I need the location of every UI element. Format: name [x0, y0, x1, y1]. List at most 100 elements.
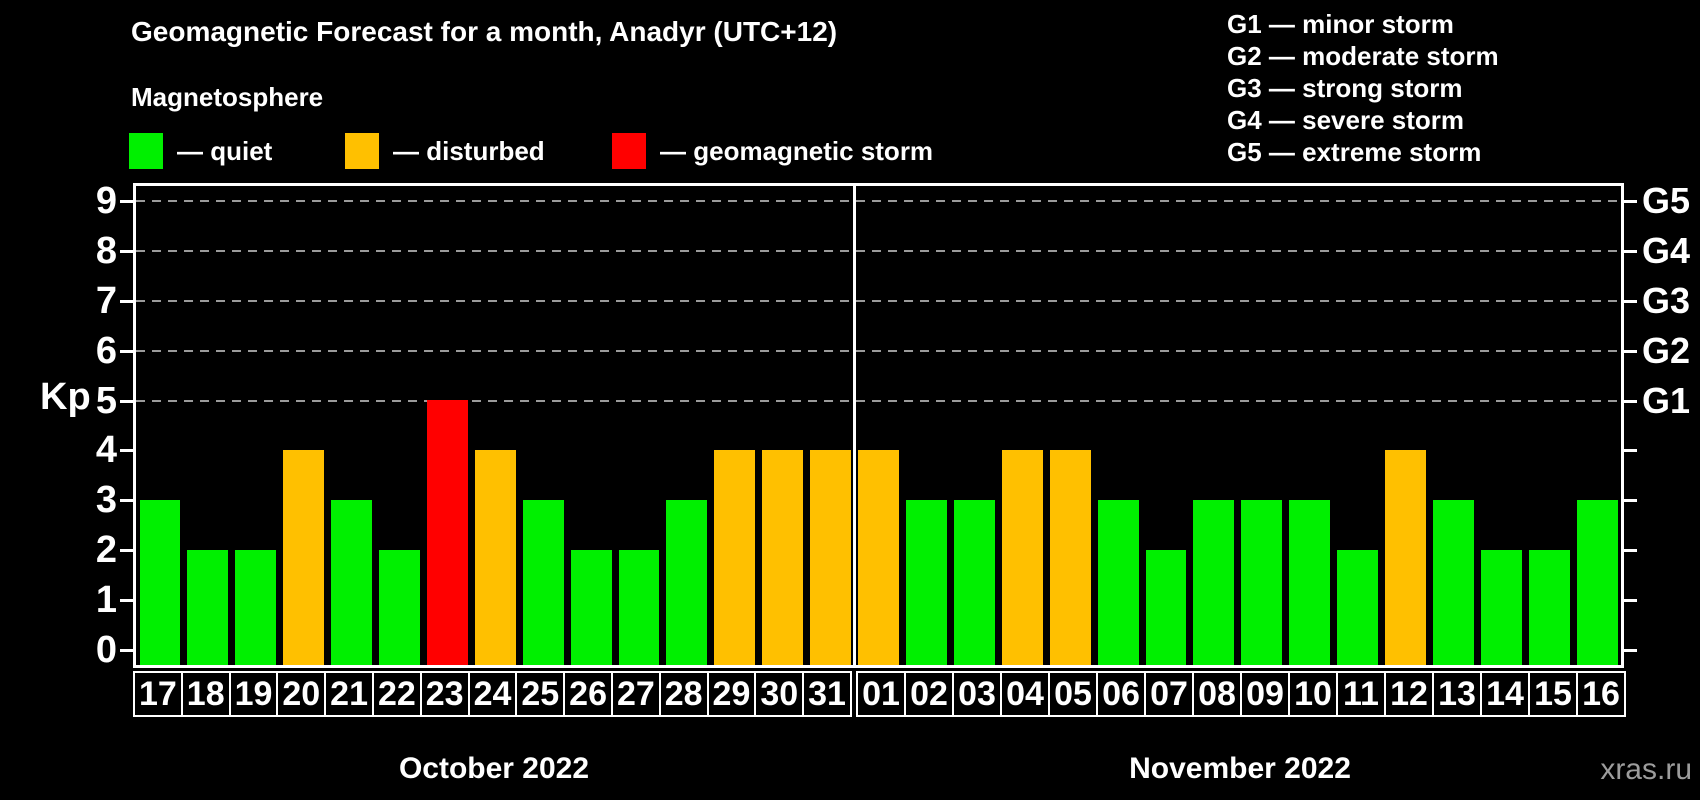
day-box: 19 [228, 673, 277, 715]
bar-cell-day-16 [1573, 186, 1621, 665]
y-tick-label: 9 [95, 179, 117, 222]
legend-item-quiet: — quiet [129, 131, 272, 171]
kp-bar [1528, 550, 1570, 665]
kp-bar [1097, 500, 1139, 665]
bar-cell-day-21 [328, 186, 376, 665]
y-tick-label: 8 [95, 229, 117, 272]
bar-cell-day-02 [903, 186, 951, 665]
day-box: 07 [1144, 673, 1192, 715]
kp-bar [714, 450, 756, 665]
legend-label: — disturbed [393, 135, 545, 166]
disturbed-swatch-icon [345, 133, 379, 169]
day-box: 02 [904, 673, 952, 715]
right-tick [1624, 399, 1637, 403]
kp-bar [331, 500, 373, 665]
left-tick [120, 349, 133, 353]
bar-cell-day-22 [376, 186, 424, 665]
day-box: 04 [1000, 673, 1048, 715]
day-box: 29 [706, 673, 755, 715]
day-box: 30 [754, 673, 802, 715]
legend-label: — quiet [177, 135, 273, 166]
kp-bar [1337, 550, 1379, 665]
magnetosphere-subtitle: Magnetosphere [131, 82, 324, 112]
legend-label: — geomagnetic storm [660, 135, 934, 166]
g-tick-label-g1: G1 [1642, 379, 1691, 421]
day-box: 06 [1096, 673, 1144, 715]
kp-bar [570, 550, 612, 665]
right-tick [1624, 649, 1637, 652]
kp-bar [522, 500, 564, 665]
bar-cell-day-15 [1525, 186, 1573, 665]
day-box: 23 [419, 673, 468, 715]
legend-item-storm: — geomagnetic storm [612, 131, 933, 171]
kp-bar [187, 550, 229, 665]
day-box: 09 [1240, 673, 1288, 715]
right-tick [1624, 249, 1637, 253]
bar-cell-day-07 [1142, 186, 1190, 665]
kp-bar [1049, 450, 1091, 665]
day-box: 15 [1528, 673, 1576, 715]
kp-bar [1145, 550, 1187, 665]
day-box: 12 [1384, 673, 1432, 715]
kp-bar [139, 500, 181, 665]
kp-bar [906, 500, 947, 665]
day-box-group-november: 01 02 03 04 05 06 07 08 09 10 11 12 13 14 15 16 [856, 671, 1626, 717]
left-tick [120, 449, 133, 453]
bar-cell-day-27 [615, 186, 663, 665]
bar-cell-day-25 [519, 186, 567, 665]
quiet-swatch-icon [129, 133, 163, 169]
bar-cell-day-09 [1238, 186, 1286, 665]
gridline-kp8 [136, 249, 1621, 252]
kp-bar [953, 500, 995, 665]
bar-cell-day-29 [711, 186, 759, 665]
left-tick [120, 599, 133, 603]
kp-bar [1576, 500, 1618, 665]
day-box: 05 [1048, 673, 1096, 715]
left-tick [120, 249, 133, 253]
bar-cell-day-17 [136, 186, 184, 665]
bar-cell-day-26 [567, 186, 615, 665]
kp-bar [858, 450, 899, 665]
month-separator-line [852, 186, 856, 665]
bar-cell-day-05 [1046, 186, 1094, 665]
kp-bar [1480, 550, 1522, 665]
day-box: 28 [658, 673, 707, 715]
bar-cell-day-28 [663, 186, 711, 665]
bar-cell-day-04 [998, 186, 1046, 665]
bar-cell-day-23 [423, 186, 471, 665]
day-box: 10 [1288, 673, 1336, 715]
kp-bar [426, 400, 468, 665]
g-tick-label-g5: G5 [1642, 179, 1691, 221]
g-tick-label-g4: G4 [1642, 229, 1691, 271]
gridline-kp9 [136, 199, 1621, 202]
bar-cell-day-19 [232, 186, 280, 665]
day-box: 03 [952, 673, 1000, 715]
watermark: xras.ru [1600, 753, 1692, 786]
left-tick [120, 499, 133, 503]
month-label-october: October 2022 [398, 752, 590, 785]
kp-bar [666, 500, 708, 665]
y-tick-label: 7 [95, 279, 117, 322]
day-box: 11 [1336, 673, 1384, 715]
plot-area [133, 183, 1624, 668]
day-box: 13 [1432, 673, 1480, 715]
page-title: Geomagnetic Forecast for a month, Anadyr… [131, 16, 838, 47]
day-box: 08 [1192, 673, 1240, 715]
g-legend-item: G3 — strong storm [1227, 73, 1463, 103]
bar-cell-day-06 [1094, 186, 1142, 665]
kp-bar [474, 450, 516, 665]
gridline-kp5 [136, 399, 1621, 402]
gridline-kp7 [136, 299, 1621, 302]
bar-cell-day-01 [855, 186, 903, 665]
kp-bar [1432, 500, 1474, 665]
g-legend-item: G2 — moderate storm [1227, 41, 1499, 71]
bar-cell-day-10 [1286, 186, 1334, 665]
right-tick [1624, 449, 1637, 453]
day-box: 27 [610, 673, 659, 715]
bar-cell-day-03 [950, 186, 998, 665]
g-legend-item: G5 — extreme storm [1227, 137, 1482, 167]
y-tick-label: 5 [95, 379, 117, 422]
right-tick [1624, 349, 1637, 353]
kp-bar [1385, 450, 1426, 665]
bars-container [136, 186, 1621, 665]
